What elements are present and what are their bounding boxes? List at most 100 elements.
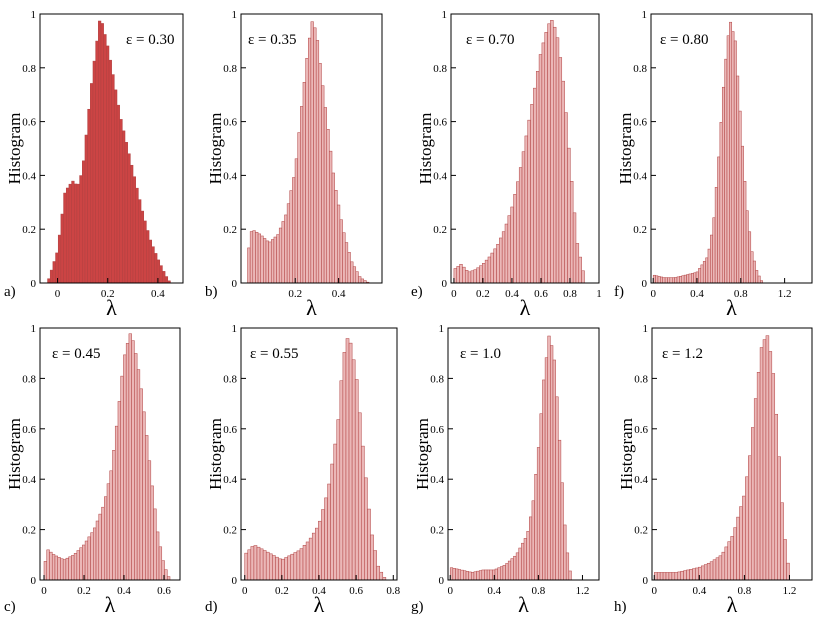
histogram-bar	[93, 527, 97, 581]
histogram-bar	[112, 450, 116, 581]
y-tick-label: 0	[439, 575, 445, 587]
histogram-bar	[558, 439, 562, 581]
histogram-bar	[748, 231, 752, 284]
histogram-bar	[84, 540, 89, 581]
x-axis-label: λ	[518, 592, 529, 617]
y-axis-label: Histogram	[413, 418, 432, 490]
histogram-bar	[513, 194, 517, 284]
y-tick-label: 0.2	[430, 525, 444, 537]
histogram-bar	[526, 531, 530, 581]
histogram-bar	[706, 562, 711, 581]
histogram-bar	[364, 477, 368, 581]
histogram-bar	[114, 89, 118, 284]
histogram-bar	[467, 271, 472, 284]
histogram-bar	[71, 180, 75, 284]
histogram-bar	[108, 59, 112, 284]
histogram-bar	[523, 538, 527, 581]
histogram-bar	[249, 231, 254, 284]
histogram-bar	[352, 266, 357, 284]
y-axis-label: Histogram	[206, 113, 225, 185]
histogram-bar	[154, 253, 158, 284]
histogram-bar	[82, 160, 86, 284]
histogram-bar	[717, 156, 721, 284]
histogram-bar	[738, 110, 742, 284]
histogram-bar	[376, 565, 380, 581]
histogram-bar	[724, 58, 728, 284]
histogram-bar	[497, 567, 501, 581]
plot-frame	[650, 13, 813, 284]
x-tick-label: 0.4	[692, 585, 706, 597]
y-tick-label: 0.6	[223, 424, 237, 436]
x-tick-label: 0.2	[288, 288, 302, 300]
histogram-bar	[284, 557, 288, 581]
x-axis-label: λ	[314, 592, 325, 617]
histogram-bar	[111, 74, 115, 284]
histogram-bar	[125, 343, 130, 581]
y-tick-label: 0.4	[633, 170, 647, 182]
histogram-bar	[671, 277, 675, 284]
histogram-bar	[777, 456, 781, 581]
histogram-bar	[268, 241, 272, 284]
histogram-bar	[286, 203, 291, 284]
histogram-bar	[302, 82, 306, 284]
histogram-bar	[253, 545, 258, 581]
histogram-bar	[57, 557, 61, 581]
histogram-bar	[662, 572, 667, 581]
panel-label: b)	[205, 284, 218, 300]
histogram-bar	[82, 544, 86, 581]
histogram-bar	[276, 234, 280, 284]
y-tick-label: 0.4	[223, 170, 237, 182]
x-tick-label: 0.8	[563, 288, 577, 300]
histogram-bar	[774, 413, 778, 581]
histogram-bar	[326, 129, 330, 284]
histogram-bar	[751, 427, 755, 581]
y-tick-label: 0.8	[633, 63, 647, 75]
y-axis-label: Histogram	[416, 113, 435, 185]
y-axis-label: Histogram	[5, 418, 24, 490]
histogram-bar	[733, 40, 737, 284]
histogram-bar	[659, 572, 664, 581]
y-tick-label: 0.6	[634, 424, 648, 436]
plot-frame	[447, 327, 600, 581]
histogram-bar	[62, 559, 67, 581]
x-tick-label: 0	[41, 585, 47, 597]
histogram-bar	[273, 236, 277, 284]
histogram-bar	[558, 57, 563, 284]
histogram-bar	[120, 375, 124, 581]
histogram-bar	[106, 483, 110, 581]
histogram-bar	[686, 569, 690, 581]
histogram-bar	[90, 83, 94, 284]
histogram-bar	[305, 58, 309, 284]
y-tick-label: 0.4	[223, 474, 237, 486]
histogram-bar	[700, 264, 704, 284]
histogram-bar	[315, 527, 319, 581]
histogram-bar	[712, 217, 716, 284]
histogram-bar	[318, 63, 322, 284]
histogram-bar	[714, 187, 718, 284]
histogram-panel-7: 0 0.2 0.4 0.6 0.8 1 0 0.4 0.8 1.2 λ Histogram ε = 1.…	[411, 323, 600, 617]
histogram-bar	[265, 240, 269, 284]
histogram-bar	[109, 470, 113, 581]
x-tick-label: 0.4	[505, 288, 519, 300]
histogram-bar	[308, 537, 313, 581]
x-tick-label: 0.6	[349, 585, 363, 597]
histogram-bar	[501, 231, 506, 284]
histogram-bar	[478, 570, 483, 581]
panel-label: g)	[411, 599, 424, 615]
histogram-bar	[162, 271, 166, 284]
histogram-bar	[527, 119, 531, 284]
histogram-bar	[79, 547, 83, 581]
histogram-bar	[84, 134, 88, 284]
histogram-bar	[674, 572, 679, 581]
y-tick-label: 1	[642, 9, 648, 21]
histogram-bar	[370, 534, 374, 581]
histogram-panel-6: 0 0.2 0.4 0.6 0.8 1 0 0.2 0.4 0.6 0.8 λ Histogram ε =…	[205, 323, 401, 617]
histogram-bar	[289, 190, 293, 284]
histogram-bar	[742, 495, 746, 581]
histogram-bar	[756, 372, 761, 581]
histogram-bar	[296, 550, 301, 581]
histogram-bar	[715, 557, 720, 581]
histogram-bar	[753, 398, 758, 581]
histogram-bar	[513, 555, 517, 581]
histogram-bar	[745, 210, 749, 284]
